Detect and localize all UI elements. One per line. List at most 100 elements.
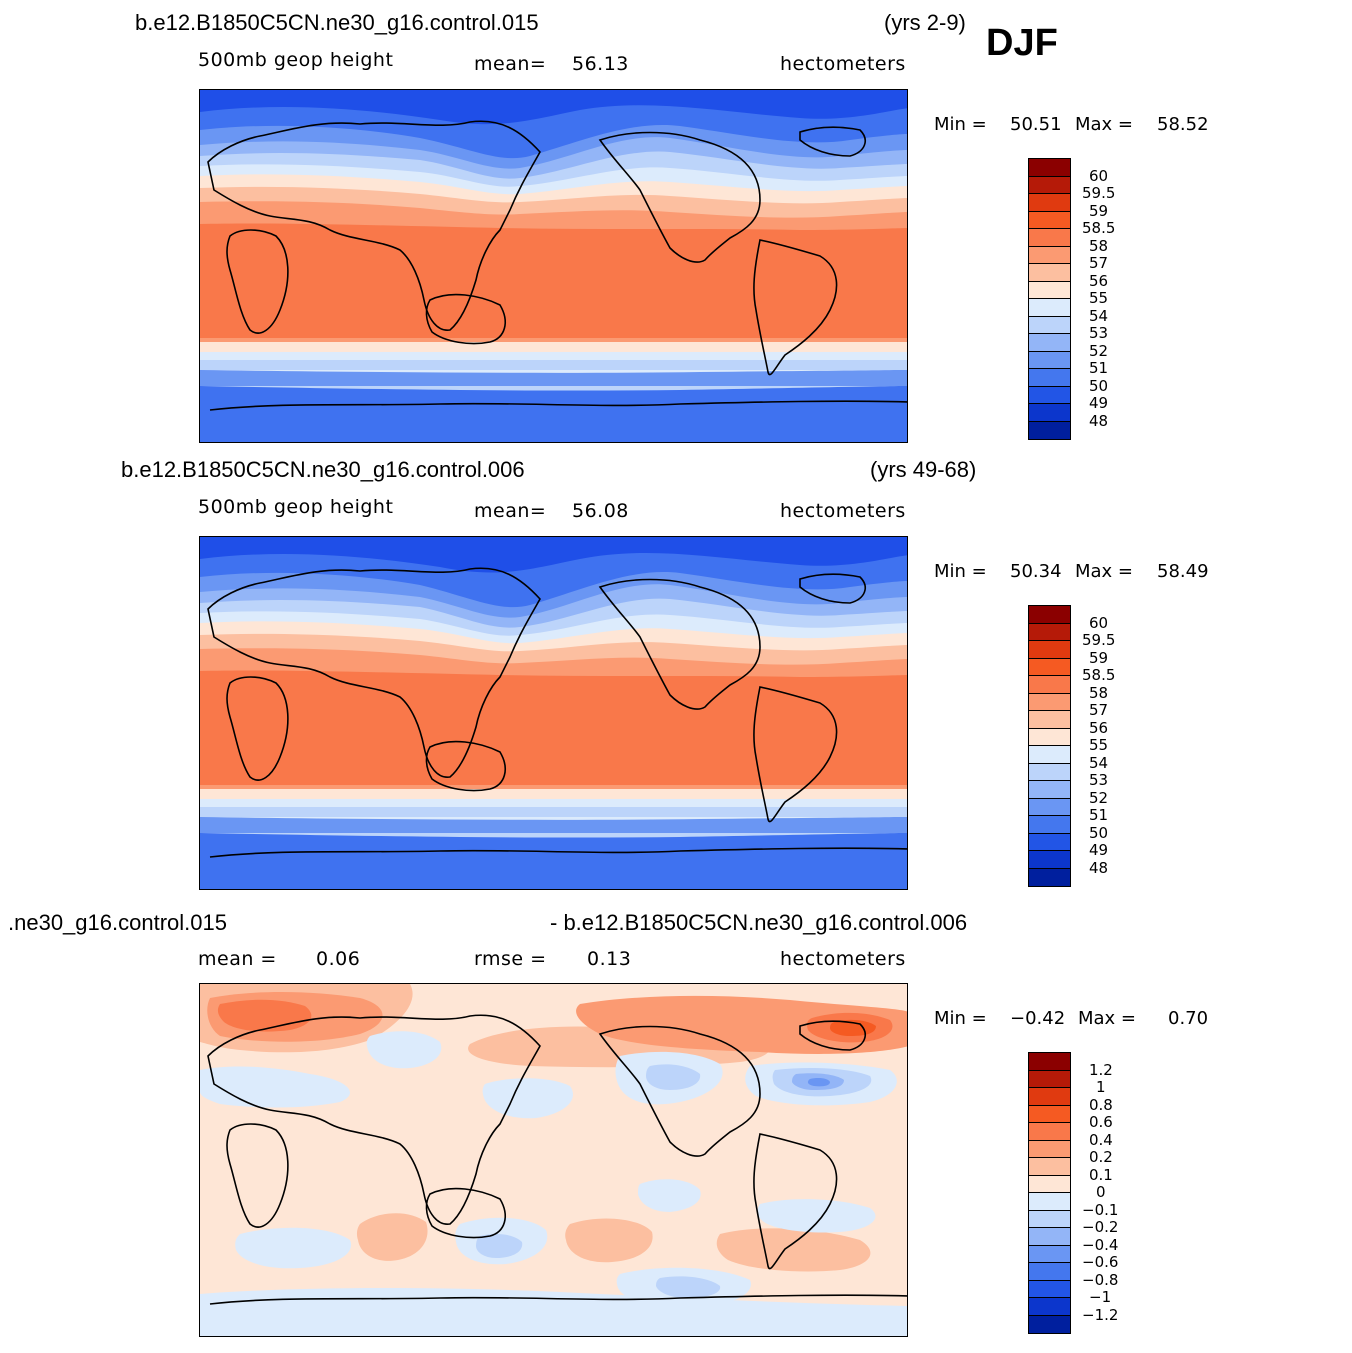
colorbar-box <box>1029 1210 1070 1228</box>
colorbar-label: 58.5 <box>1082 219 1116 237</box>
panel1-min-value: 50.51 <box>1010 114 1062 135</box>
colorbar-label: 1 <box>1096 1078 1106 1096</box>
colorbar-label: 51 <box>1089 359 1109 377</box>
colorbar-box <box>1029 816 1070 834</box>
panel2-max-value: 58.49 <box>1157 561 1209 582</box>
colorbar-label: 55 <box>1089 289 1109 307</box>
colorbar-box <box>1029 1158 1070 1176</box>
colorbar-label: 56 <box>1089 272 1109 290</box>
panel3-colorbar <box>1028 1052 1071 1334</box>
panel3-max-value: 0.70 <box>1168 1008 1209 1029</box>
panel3-mean-value: 0.06 <box>316 948 361 970</box>
colorbar-box <box>1029 1123 1070 1141</box>
panel2-map <box>199 536 908 890</box>
colorbar-box <box>1029 1263 1070 1281</box>
colorbar-box <box>1029 194 1070 212</box>
panel3-rmse-value: 0.13 <box>587 948 632 970</box>
colorbar-box <box>1029 1298 1070 1316</box>
colorbar-box <box>1029 229 1070 247</box>
colorbar-box <box>1029 404 1070 422</box>
colorbar-box <box>1029 1088 1070 1106</box>
colorbar-box <box>1029 623 1070 641</box>
colorbar-box <box>1029 1228 1070 1246</box>
colorbar-box <box>1029 334 1070 352</box>
colorbar-label: 54 <box>1089 307 1109 325</box>
colorbar-box <box>1029 281 1070 299</box>
panel2-case-title: b.e12.B1850C5CN.ne30_g16.control.006 <box>121 457 525 482</box>
colorbar-box <box>1029 746 1070 764</box>
panel3-case-left: .ne30_g16.control.015 <box>8 910 227 935</box>
colorbar-box <box>1029 676 1070 694</box>
panel1-min-label: Min = <box>934 114 987 135</box>
colorbar-box <box>1029 246 1070 264</box>
colorbar-box <box>1029 1053 1070 1071</box>
colorbar-box <box>1029 606 1070 624</box>
panel1-colorbar <box>1028 158 1071 440</box>
colorbar-box <box>1029 299 1070 317</box>
panel3-mean-label: mean = <box>198 948 277 970</box>
colorbar-box <box>1029 658 1070 676</box>
colorbar-label: 58 <box>1089 237 1109 255</box>
colorbar-label: −0.2 <box>1082 1218 1119 1236</box>
coastline-outlines <box>207 567 907 858</box>
panel2-min-label: Min = <box>934 561 987 582</box>
colorbar-box <box>1029 641 1070 659</box>
colorbar-label: 60 <box>1089 614 1109 632</box>
colorbar-label: 0.1 <box>1089 1166 1113 1184</box>
coastline-outlines <box>207 120 907 411</box>
panel1-case-title: b.e12.B1850C5CN.ne30_g16.control.015 <box>135 10 539 35</box>
colorbar-label: 49 <box>1089 394 1109 412</box>
colorbar-box <box>1029 1105 1070 1123</box>
colorbar-label: 60 <box>1089 167 1109 185</box>
colorbar-label: −1.2 <box>1082 1306 1119 1324</box>
panel2-mean-value: 56.08 <box>572 500 629 522</box>
colorbar-box <box>1029 386 1070 404</box>
panel2-variable: 500mb geop height <box>198 496 394 518</box>
colorbar-label: −0.6 <box>1082 1253 1119 1271</box>
colorbar-label: 52 <box>1089 789 1109 807</box>
colorbar-label: 57 <box>1089 701 1109 719</box>
panel1-years: (yrs 2-9) <box>884 10 966 35</box>
colorbar-box <box>1029 159 1070 177</box>
panel2-min-value: 50.34 <box>1010 561 1062 582</box>
colorbar-label: 52 <box>1089 342 1109 360</box>
colorbar-label: 48 <box>1089 412 1109 430</box>
colorbar-label: −0.1 <box>1082 1201 1119 1219</box>
colorbar-label: 58.5 <box>1082 666 1116 684</box>
panel1-contour-field <box>200 90 907 442</box>
colorbar-box <box>1029 851 1070 869</box>
colorbar-box <box>1029 1315 1070 1333</box>
colorbar-box <box>1029 211 1070 229</box>
colorbar-label: 51 <box>1089 806 1109 824</box>
colorbar-label: 53 <box>1089 771 1109 789</box>
colorbar-box <box>1029 1175 1070 1193</box>
colorbar-box <box>1029 264 1070 282</box>
colorbar-label: 59.5 <box>1082 184 1116 202</box>
colorbar-box <box>1029 798 1070 816</box>
colorbar-label: −0.4 <box>1082 1236 1119 1254</box>
panel2-colorbar <box>1028 605 1071 887</box>
colorbar-box <box>1029 316 1070 334</box>
colorbar-label: −0.8 <box>1082 1271 1119 1289</box>
panel3-min-label: Min = <box>934 1008 987 1029</box>
colorbar-box <box>1029 1070 1070 1088</box>
panel1-map <box>199 89 908 443</box>
colorbar-box <box>1029 728 1070 746</box>
colorbar-box <box>1029 868 1070 886</box>
panel2-mean-label: mean= <box>474 500 547 522</box>
panel2-max-label: Max = <box>1075 561 1134 582</box>
colorbar-box <box>1029 351 1070 369</box>
colorbar-box <box>1029 421 1070 439</box>
panel1-mean-label: mean= <box>474 53 547 75</box>
panel3-rmse-label: rmse = <box>474 948 547 970</box>
colorbar-box <box>1029 781 1070 799</box>
colorbar-box <box>1029 176 1070 194</box>
colorbar-label: 59 <box>1089 649 1109 667</box>
colorbar-label: 59.5 <box>1082 631 1116 649</box>
panel3-max-label: Max = <box>1078 1008 1137 1029</box>
panel2-units: hectometers <box>780 500 906 522</box>
colorbar-label: 0.6 <box>1089 1113 1113 1131</box>
colorbar-label: 0.8 <box>1089 1096 1113 1114</box>
panel2-contour-field <box>200 537 907 889</box>
colorbar-label: 49 <box>1089 841 1109 859</box>
